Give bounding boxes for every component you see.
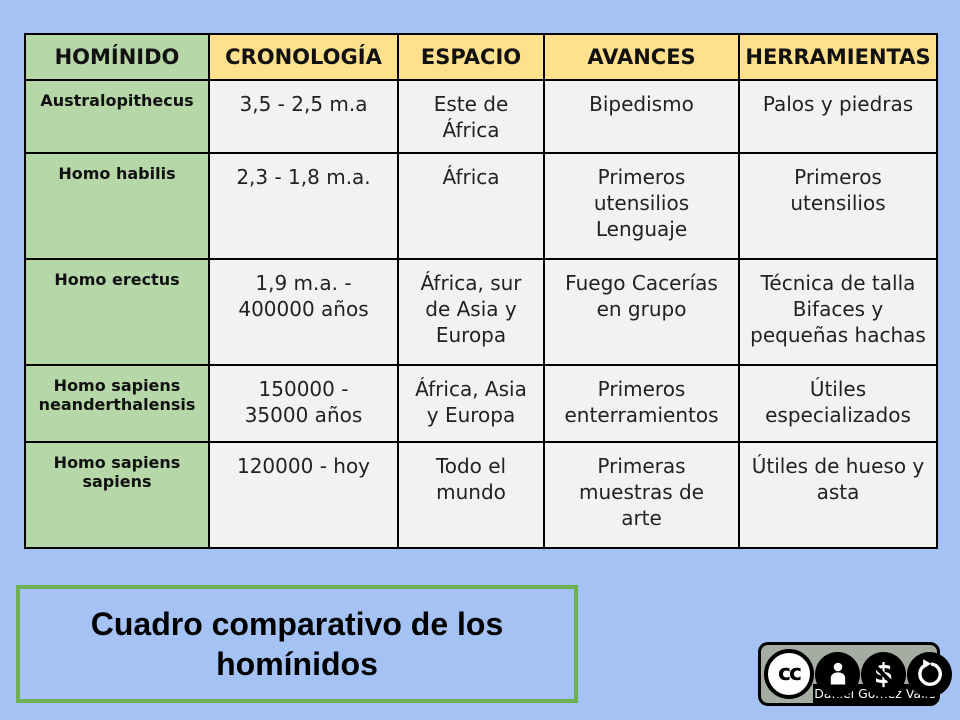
header-row: HOMÍNIDO CRONOLOGÍA ESPACIO AVANCES HERR… — [24, 33, 938, 81]
attribution-person-icon — [815, 651, 860, 697]
cell-herramientas: Útiles especializados — [738, 364, 938, 443]
cell-avances: Primeros utensilios Lenguaje — [543, 152, 740, 260]
table-row-australopithecus: Australopithecus 3,5 - 2,5 m.a Este de Á… — [24, 79, 938, 154]
cell-cronologia: 1,9 m.a. - 400000 años — [208, 258, 399, 366]
row-label: Homo erectus — [24, 258, 210, 366]
cell-avances: Bipedismo — [543, 79, 740, 154]
row-label: Homo habilis — [24, 152, 210, 260]
cell-herramientas: Útiles de hueso y asta — [738, 441, 938, 549]
cell-espacio: Este de África — [397, 79, 545, 154]
cc-license-badge: Daniel Gómez Valle cc $ — [758, 642, 952, 706]
col-header-avances: AVANCES — [543, 33, 740, 81]
cell-cronologia: 2,3 - 1,8 m.a. — [208, 152, 399, 260]
cell-cronologia: 150000 - 35000 años — [208, 364, 399, 443]
col-header-cronologia: CRONOLOGÍA — [208, 33, 399, 81]
cell-herramientas: Técnica de talla Bifaces y pequeñas hach… — [738, 258, 938, 366]
cell-avances: Primeros enterramientos — [543, 364, 740, 443]
cell-cronologia: 120000 - hoy — [208, 441, 399, 549]
cell-espacio: África, sur de Asia y Europa — [397, 258, 545, 366]
table-row-homo-erectus: Homo erectus 1,9 m.a. - 400000 años Áfri… — [24, 258, 938, 366]
table-row-homo-sapiens-sapiens: Homo sapiens sapiens 120000 - hoy Todo e… — [24, 441, 938, 549]
table-row-homo-habilis: Homo habilis 2,3 - 1,8 m.a. África Prime… — [24, 152, 938, 260]
row-label: Homo sapiens sapiens — [24, 441, 210, 549]
non-commercial-dollar-icon: $ — [861, 651, 906, 697]
cell-espacio: África, Asia y Europa — [397, 364, 545, 443]
row-label: Australopithecus — [24, 79, 210, 154]
col-header-espacio: ESPACIO — [397, 33, 545, 81]
slide-title-box: Cuadro comparativo de los homínidos — [16, 585, 578, 703]
cc-icon: cc — [764, 649, 814, 699]
cell-cronologia: 3,5 - 2,5 m.a — [208, 79, 399, 154]
cell-herramientas: Palos y piedras — [738, 79, 938, 154]
col-header-hominido: HOMÍNIDO — [24, 33, 210, 81]
hominids-table: HOMÍNIDO CRONOLOGÍA ESPACIO AVANCES HERR… — [24, 33, 938, 549]
table-row-homo-sapiens-neanderthalensis: Homo sapiens neanderthalensis 150000 - 3… — [24, 364, 938, 443]
cc-letters: cc — [777, 660, 802, 686]
share-alike-arrow-icon — [907, 651, 952, 697]
slide-title: Cuadro comparativo de los homínidos — [90, 606, 504, 682]
hominids-table-container: HOMÍNIDO CRONOLOGÍA ESPACIO AVANCES HERR… — [24, 33, 938, 549]
row-label: Homo sapiens neanderthalensis — [24, 364, 210, 443]
cell-herramientas: Primeros utensilios — [738, 152, 938, 260]
col-header-herramientas: HERRAMIENTAS — [738, 33, 938, 81]
cc-icons-row: cc $ — [764, 649, 952, 699]
cell-espacio: África — [397, 152, 545, 260]
cell-avances: Primeras muestras de arte — [543, 441, 740, 549]
cell-espacio: Todo el mundo — [397, 441, 545, 549]
cell-avances: Fuego Cacerías en grupo — [543, 258, 740, 366]
